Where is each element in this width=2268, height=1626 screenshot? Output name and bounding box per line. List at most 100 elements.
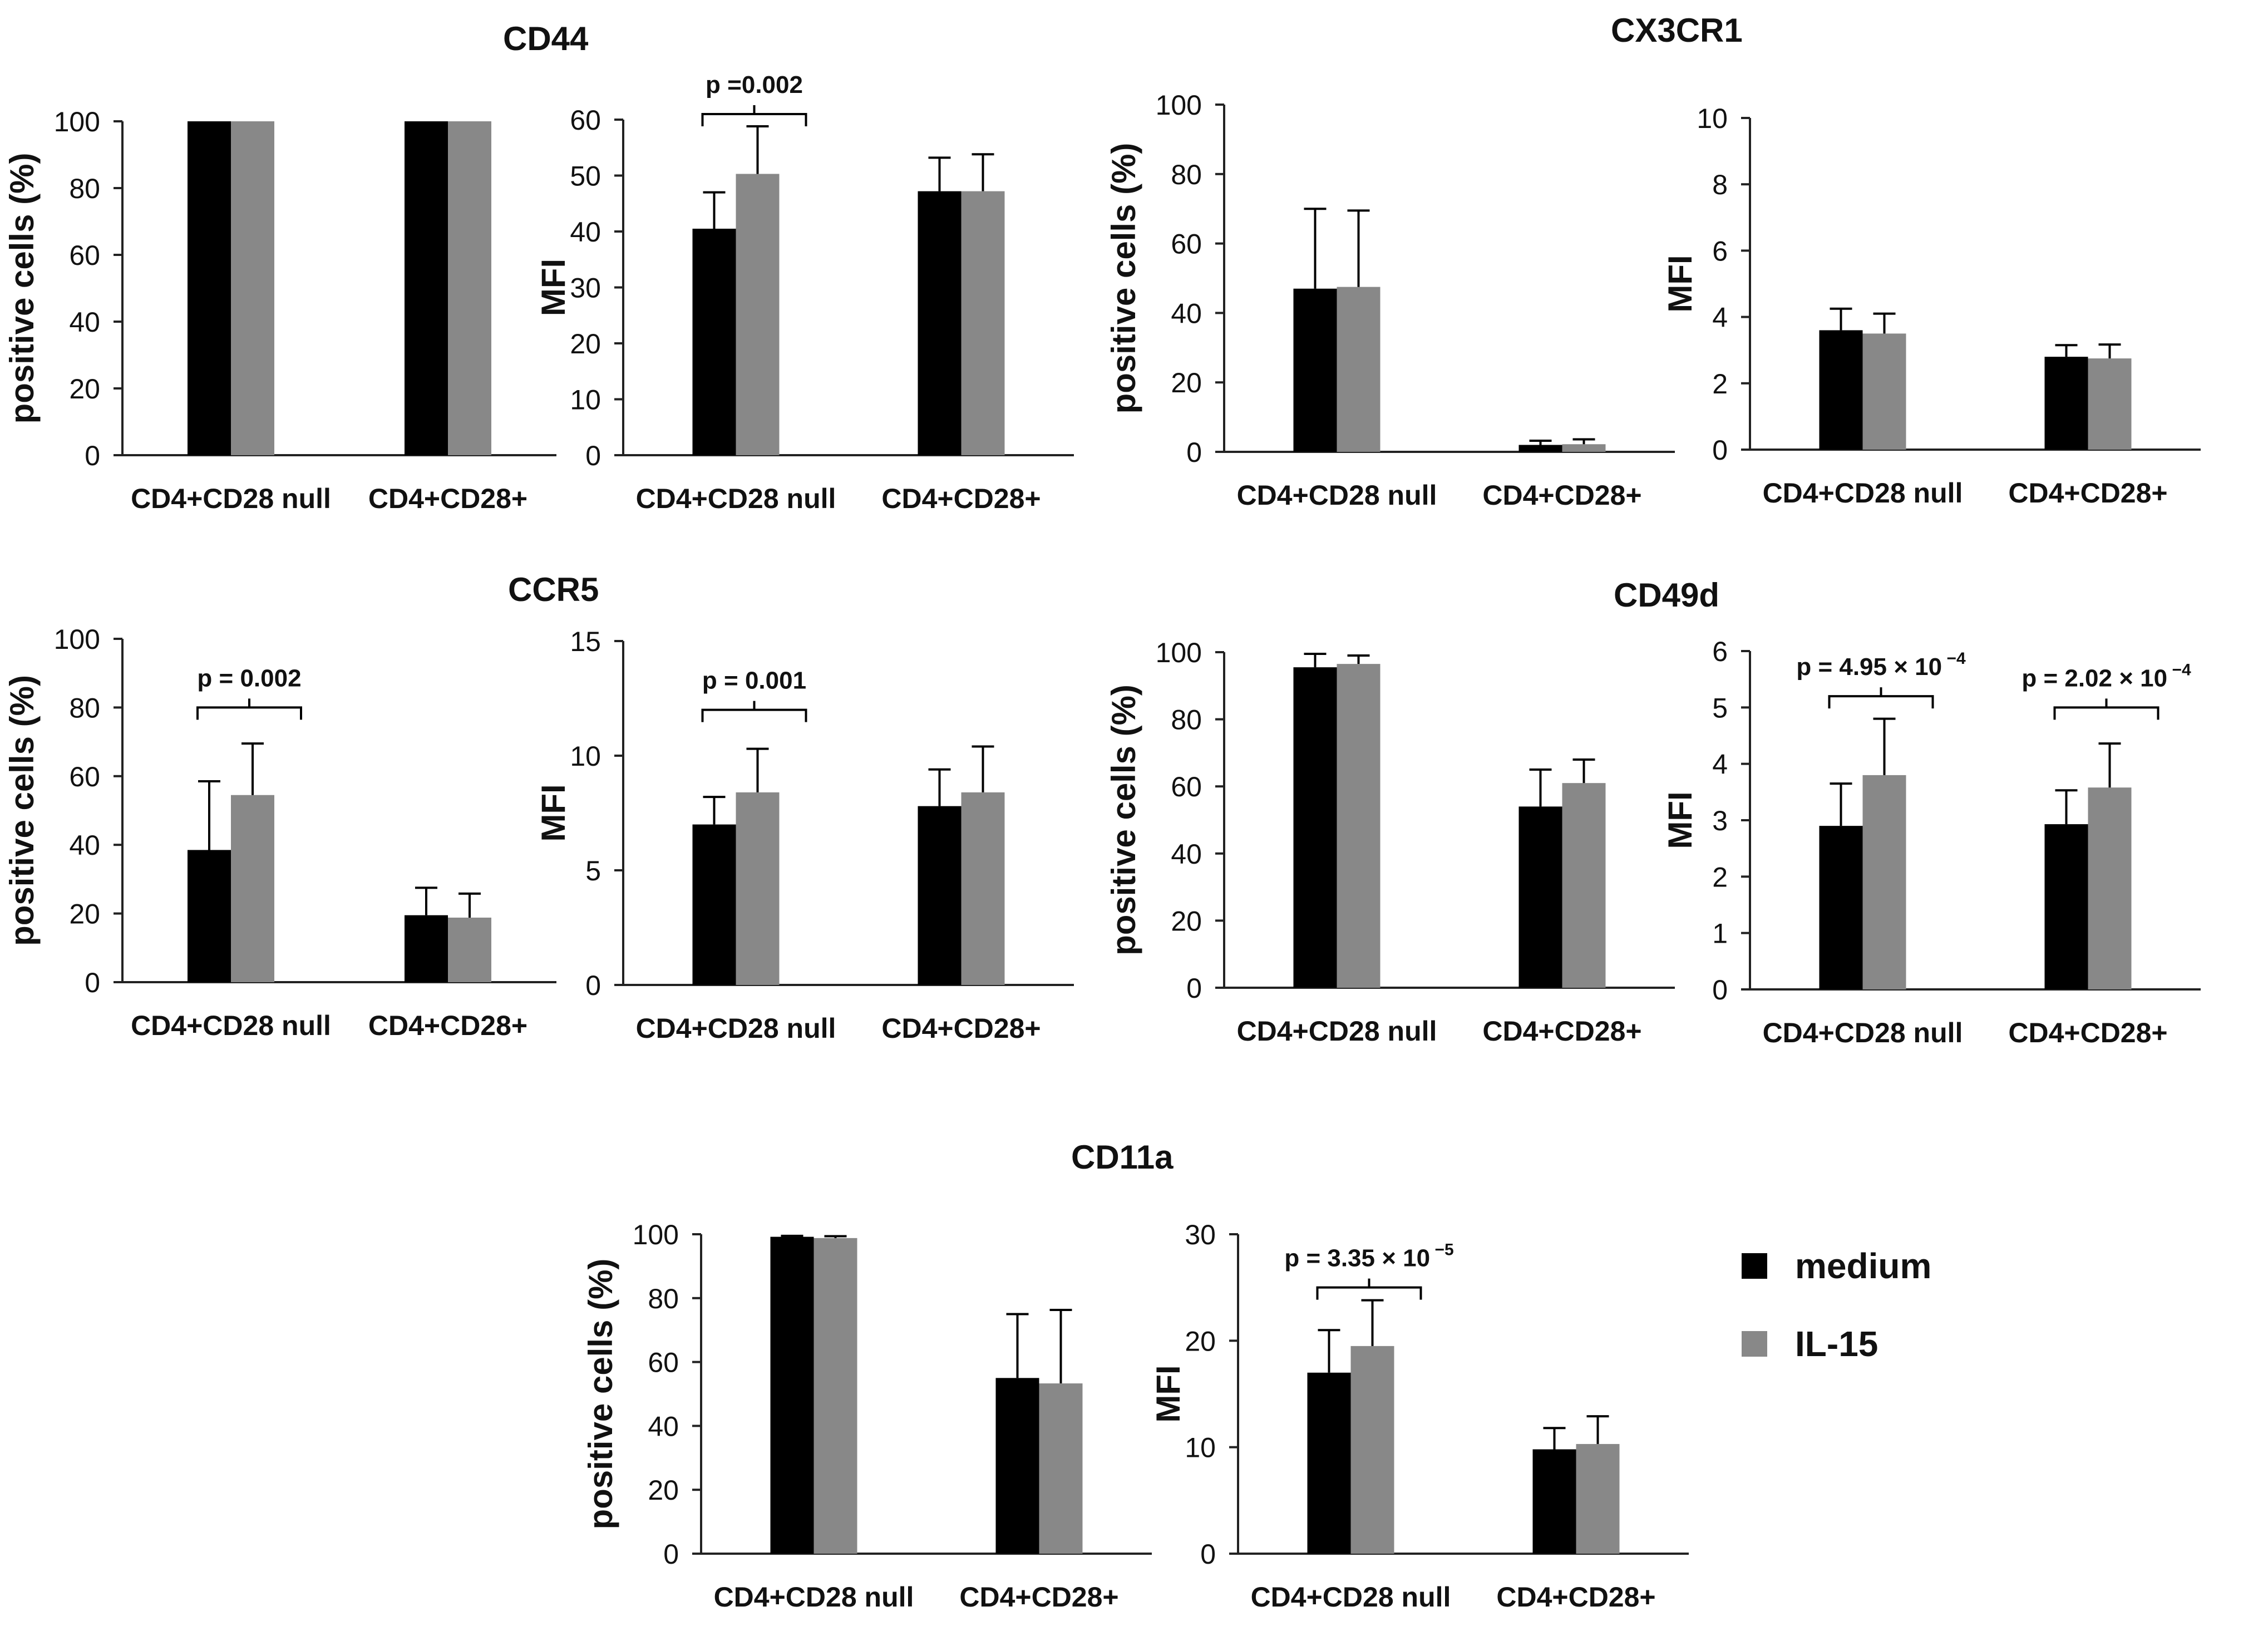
bar-il15-1 xyxy=(1576,1443,1620,1554)
y-tick-label: 0 xyxy=(585,440,601,471)
y-tick-label: 20 xyxy=(1185,1326,1216,1357)
bar-il15-0 xyxy=(813,1238,857,1554)
x-category-label: CD4+CD28+ xyxy=(368,1010,527,1041)
panel-cd44-pct: 0 20 40 60 80 100 positive cells (%) CD4+CD28 n… xyxy=(3,106,556,514)
x-category-label: CD4+CD28 null xyxy=(636,1013,836,1044)
bar-il15-0 xyxy=(231,121,274,455)
bar-il15-0 xyxy=(231,795,274,982)
p-value-exponent: −4 xyxy=(2167,661,2191,679)
bar-il15-1 xyxy=(448,918,491,982)
y-tick-label: 60 xyxy=(1171,229,1202,260)
bar-medium-1 xyxy=(2044,357,2088,450)
y-tick-label: 5 xyxy=(585,855,601,886)
panel-cd11a-pct: 0 20 40 60 80 100 positive cells (%) CD4+CD28 n… xyxy=(582,1219,1152,1613)
y-axis-label: positive cells (%) xyxy=(582,1259,619,1530)
bar-medium-0 xyxy=(1293,288,1337,452)
panel-cd11a-mfi: 0 10 20 30 MFI CD4+CD28 null CD4+CD28+ p = 3.35… xyxy=(1150,1219,1689,1613)
bar-medium-1 xyxy=(1518,445,1562,452)
legend-label-medium: medium xyxy=(1795,1246,1932,1286)
legend-swatch-medium xyxy=(1742,1253,1767,1279)
y-tick-label: 100 xyxy=(54,624,100,655)
bar-il15-1 xyxy=(961,191,1005,455)
y-tick-label: 10 xyxy=(570,741,601,772)
y-tick-label: 60 xyxy=(69,761,100,792)
y-tick-label: 8 xyxy=(1712,169,1728,200)
y-tick-label: 100 xyxy=(633,1219,679,1250)
y-tick-label: 100 xyxy=(54,106,100,137)
panel-ccr5-pct: 0 20 40 60 80 100 positive cells (%) CD4+CD28 n… xyxy=(3,624,556,1041)
y-tick-label: 4 xyxy=(1712,749,1728,780)
y-tick-label: 0 xyxy=(663,1539,679,1570)
significance-bracket xyxy=(701,701,807,722)
y-tick-label: 0 xyxy=(585,970,601,1001)
y-axis-label: MFI xyxy=(1661,255,1699,312)
y-tick-label: 4 xyxy=(1712,302,1728,333)
y-tick-label: 20 xyxy=(69,373,100,405)
title-cd11a: CD11a xyxy=(1071,1139,1174,1176)
significance-bracket xyxy=(701,105,807,126)
legend-label-il15: IL-15 xyxy=(1795,1324,1879,1364)
y-tick-label: 40 xyxy=(570,216,601,248)
y-tick-label: 2 xyxy=(1712,861,1728,893)
y-tick-label: 0 xyxy=(1712,974,1728,1006)
y-axis-label: positive cells (%) xyxy=(3,153,41,424)
p-value-exponent: −5 xyxy=(1430,1241,1454,1259)
bar-il15-0 xyxy=(1350,1346,1394,1554)
y-tick-label: 10 xyxy=(1185,1432,1216,1464)
y-tick-label: 5 xyxy=(1712,692,1728,723)
bar-il15-0 xyxy=(736,792,780,985)
y-tick-label: 3 xyxy=(1712,805,1728,836)
legend-swatch-il15 xyxy=(1742,1331,1767,1357)
title-cd44: CD44 xyxy=(503,20,589,57)
y-tick-label: 40 xyxy=(648,1411,679,1442)
y-tick-label: 20 xyxy=(1171,905,1202,937)
p-value-exponent: −4 xyxy=(1942,649,1966,668)
title-cx3cr1: CX3CR1 xyxy=(1611,12,1743,49)
y-tick-label: 0 xyxy=(1200,1539,1216,1570)
y-tick-label: 60 xyxy=(1171,771,1202,802)
bar-medium-1 xyxy=(995,1378,1039,1554)
bar-medium-1 xyxy=(405,121,448,455)
bar-medium-1 xyxy=(1518,806,1562,988)
x-category-label: CD4+CD28+ xyxy=(368,483,527,514)
bar-il15-1 xyxy=(1562,444,1606,452)
x-category-label: CD4+CD28+ xyxy=(2008,477,2167,509)
bar-il15-0 xyxy=(1862,775,1906,989)
bar-medium-1 xyxy=(918,191,962,455)
y-tick-label: 80 xyxy=(648,1283,679,1314)
x-category-label: CD4+CD28 null xyxy=(1251,1581,1451,1613)
x-category-label: CD4+CD28+ xyxy=(2008,1017,2167,1048)
y-tick-label: 6 xyxy=(1712,636,1728,667)
bar-medium-1 xyxy=(918,806,962,985)
y-tick-label: 20 xyxy=(69,899,100,930)
p-value-label: p =0.002 xyxy=(706,71,803,98)
panel-cd44-mfi: 0 10 20 30 40 50 60 MFI CD4+CD28 null CD4+CD28+ p … xyxy=(535,71,1074,514)
x-category-label: CD4+CD28+ xyxy=(1482,480,1641,511)
x-category-label: CD4+CD28+ xyxy=(1496,1581,1655,1613)
significance-bracket xyxy=(196,698,302,720)
y-tick-label: 100 xyxy=(1156,90,1202,121)
bar-medium-0 xyxy=(188,121,231,455)
x-category-label: CD4+CD28 null xyxy=(1237,1016,1437,1047)
y-tick-label: 60 xyxy=(69,240,100,271)
bar-medium-0 xyxy=(188,850,231,982)
x-category-label: CD4+CD28+ xyxy=(881,1013,1041,1044)
y-tick-label: 50 xyxy=(570,161,601,192)
title-ccr5: CCR5 xyxy=(508,571,599,608)
p-value-label: p = 2.02 × 10 −4 xyxy=(2022,661,2191,692)
significance-bracket xyxy=(2053,698,2159,720)
y-axis-label: positive cells (%) xyxy=(1105,684,1142,955)
y-tick-label: 0 xyxy=(1712,435,1728,466)
x-category-label: CD4+CD28+ xyxy=(1482,1016,1641,1047)
bar-medium-1 xyxy=(1532,1449,1576,1554)
title-cd49d: CD49d xyxy=(1614,577,1720,614)
y-tick-label: 2 xyxy=(1712,368,1728,400)
y-tick-label: 20 xyxy=(570,328,601,359)
y-axis-label: positive cells (%) xyxy=(3,675,41,946)
y-tick-label: 80 xyxy=(69,692,100,723)
x-category-label: CD4+CD28 null xyxy=(131,1010,331,1041)
x-category-label: CD4+CD28+ xyxy=(881,483,1041,514)
y-tick-label: 10 xyxy=(570,385,601,416)
y-tick-label: 15 xyxy=(570,626,601,657)
y-tick-label: 0 xyxy=(1186,437,1202,468)
